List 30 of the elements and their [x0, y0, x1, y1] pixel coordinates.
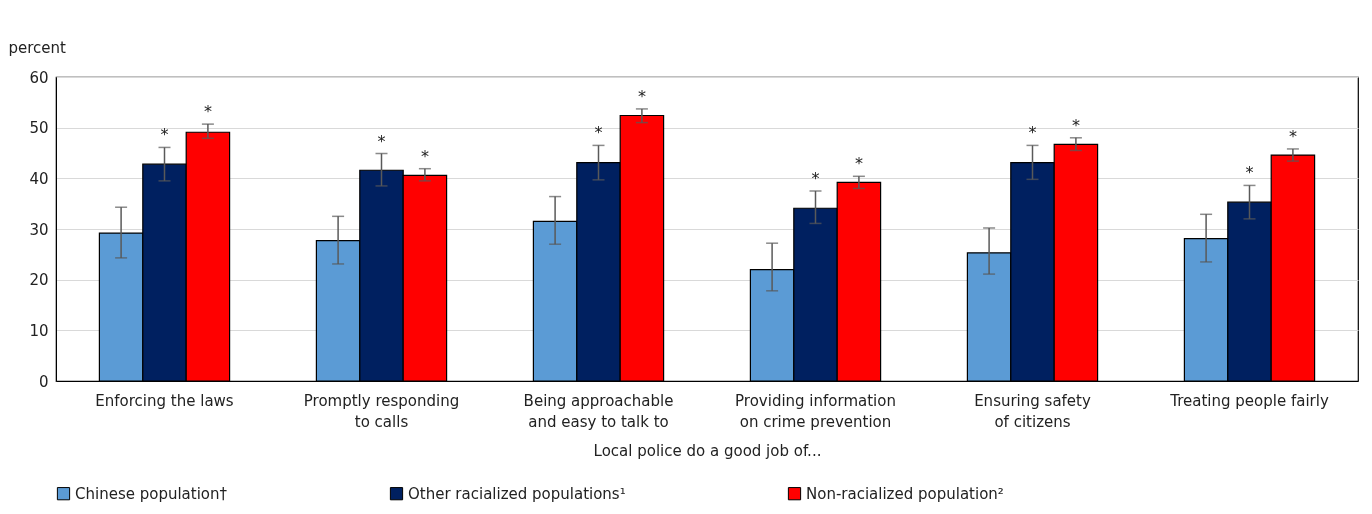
x-tick-label: Ensuring safety of citizens [974, 391, 1091, 431]
y-tick-label: 60 [29, 68, 49, 87]
x-tick-label: Treating people fairly [1169, 391, 1329, 410]
x-tick-label: Providing information on crime prevention [735, 391, 896, 431]
x-tick-label: Promptly responding to calls [303, 391, 460, 431]
y-tick-label: 30 [29, 220, 49, 239]
y-tick-label: 20 [29, 271, 49, 290]
data-label: * [854, 154, 863, 174]
x-axis-title: Local police do a good job of... [593, 441, 822, 460]
data-label: * [637, 86, 646, 106]
y-tick-label: 40 [29, 169, 49, 188]
data-label: * [203, 102, 212, 122]
y-tick-label: 0 [38, 372, 49, 391]
legend-label: Other racialized populations¹ [408, 484, 626, 503]
data-label: * [1288, 126, 1297, 146]
y-axis-title: percent [8, 38, 67, 57]
legend-label: Non-racialized population² [806, 484, 1004, 503]
data-label: * [377, 131, 386, 151]
legend-label: Chinese population† [75, 484, 228, 503]
y-tick-label: 50 [29, 119, 49, 138]
data-label: * [811, 169, 820, 188]
data-label: * [1028, 123, 1037, 143]
data-label: * [160, 125, 169, 145]
x-tick-label: Enforcing the laws [95, 391, 234, 410]
y-tick-label: 10 [29, 321, 49, 340]
x-tick-label: Being approachable and easy to talk to [523, 391, 674, 431]
data-label: * [420, 146, 429, 166]
data-label: * [594, 123, 603, 143]
data-label: * [1071, 115, 1080, 135]
data-label: * [1245, 163, 1254, 183]
